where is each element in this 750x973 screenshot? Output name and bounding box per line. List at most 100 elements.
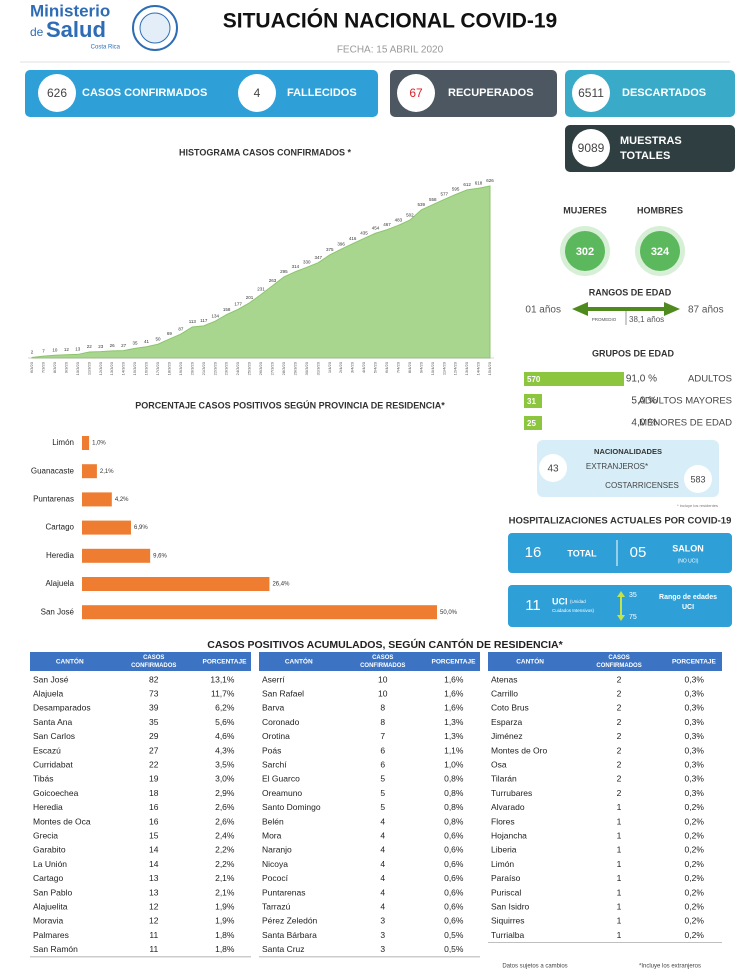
salon-value: 05 bbox=[630, 544, 647, 561]
cell-count: 3 bbox=[380, 916, 385, 926]
x-tick-label: 18/3/20 bbox=[166, 361, 171, 375]
x-tick-label: 7/3/20 bbox=[41, 361, 46, 373]
x-tick-label: 11/3/20 bbox=[86, 361, 91, 375]
data-label: 12 bbox=[64, 347, 70, 352]
cell-canton: Hojancha bbox=[491, 830, 527, 840]
bar bbox=[82, 548, 151, 563]
table-header bbox=[259, 652, 480, 671]
deaths-value: 4 bbox=[254, 86, 261, 100]
cell-percent: 0,3% bbox=[685, 688, 705, 698]
cell-canton: Grecia bbox=[33, 830, 58, 840]
column-header: CONFIRMADOS bbox=[360, 663, 405, 669]
cell-count: 2 bbox=[617, 759, 622, 769]
x-tick-label: 5/4/20 bbox=[373, 361, 378, 373]
cell-percent: 0,2% bbox=[685, 816, 705, 826]
x-tick-label: 8/4/20 bbox=[407, 361, 412, 373]
total-label: TOTAL bbox=[567, 548, 597, 558]
table-header bbox=[488, 652, 722, 671]
age-percent: 4,0 % bbox=[631, 418, 657, 429]
cell-canton: Naranjo bbox=[262, 845, 292, 855]
cell-canton: Liberia bbox=[491, 845, 517, 855]
discarded-value: 6511 bbox=[578, 86, 604, 100]
data-label: 23 bbox=[98, 344, 104, 349]
cell-canton: Tilarán bbox=[491, 774, 517, 784]
cell-count: 4 bbox=[380, 873, 385, 883]
national-value: 583 bbox=[690, 474, 705, 484]
cell-canton: Limón bbox=[491, 859, 514, 869]
cell-canton: Tibás bbox=[33, 774, 53, 784]
country: Costa Rica bbox=[91, 45, 121, 51]
cell-canton: Jiménez bbox=[491, 731, 523, 741]
cell-canton: Santa Bárbara bbox=[262, 930, 317, 940]
cell-count: 2 bbox=[617, 674, 622, 684]
cell-percent: 2,1% bbox=[215, 887, 235, 897]
cell-count: 4 bbox=[380, 816, 385, 826]
cell-count: 16 bbox=[149, 816, 159, 826]
cell-percent: 11,7% bbox=[211, 688, 235, 698]
y-tick-label: Alajuela bbox=[46, 579, 75, 588]
age-arrow bbox=[572, 302, 680, 316]
age-count: 31 bbox=[527, 397, 536, 406]
bar bbox=[82, 520, 131, 535]
cell-percent: 0,3% bbox=[685, 788, 705, 798]
cell-count: 4 bbox=[380, 901, 385, 911]
cell-count: 6 bbox=[380, 745, 385, 755]
data-label: 558 bbox=[429, 197, 437, 202]
cell-count: 14 bbox=[149, 845, 159, 855]
cell-canton: Desamparados bbox=[33, 703, 91, 713]
cell-percent: 1,6% bbox=[444, 674, 464, 684]
cell-canton: San Isidro bbox=[491, 901, 530, 911]
age-average-label: PROMEDIO bbox=[592, 317, 617, 322]
men-circle bbox=[640, 231, 680, 271]
cell-count: 6 bbox=[380, 759, 385, 769]
cell-canton: Belén bbox=[262, 816, 284, 826]
confirmed-label: CASOS CONFIRMADOS bbox=[82, 87, 207, 99]
bar bbox=[82, 436, 90, 450]
data-label: 396 bbox=[337, 241, 345, 246]
women-label: MUJERES bbox=[563, 205, 607, 215]
data-label: 26,4% bbox=[272, 582, 290, 588]
foreign-circle bbox=[539, 454, 567, 482]
data-label: 69 bbox=[167, 331, 173, 336]
data-label: 416 bbox=[349, 236, 357, 241]
cell-canton: Orotina bbox=[262, 731, 290, 741]
cell-percent: 1,9% bbox=[215, 916, 235, 926]
cell-percent: 2,6% bbox=[215, 802, 235, 812]
x-tick-label: 17/3/20 bbox=[155, 361, 160, 375]
column-header: CASOS bbox=[608, 655, 629, 661]
cell-count: 3 bbox=[380, 930, 385, 940]
cell-canton: Curridabat bbox=[33, 759, 73, 769]
cell-count: 10 bbox=[378, 674, 388, 684]
cell-percent: 0,8% bbox=[444, 816, 464, 826]
cell-percent: 1,8% bbox=[215, 944, 235, 954]
x-tick-label: 10/4/20 bbox=[430, 361, 435, 375]
foreign-value: 43 bbox=[547, 464, 559, 475]
cell-percent: 4,3% bbox=[215, 745, 235, 755]
uci-arrow bbox=[617, 591, 625, 621]
cell-percent: 2,2% bbox=[215, 845, 235, 855]
salon-sublabel: (NO UCI) bbox=[678, 558, 699, 564]
cell-canton: Alajuelita bbox=[33, 901, 68, 911]
cell-canton: Escazú bbox=[33, 745, 61, 755]
deaths-circle bbox=[238, 74, 276, 112]
cell-canton: San Carlos bbox=[33, 731, 75, 741]
data-label: 13 bbox=[75, 347, 81, 352]
cell-count: 16 bbox=[149, 802, 159, 812]
cell-percent: 3,5% bbox=[215, 759, 235, 769]
hospital-title: HOSPITALIZACIONES ACTUALES POR COVID-19 bbox=[509, 516, 732, 527]
cell-percent: 0,6% bbox=[444, 887, 464, 897]
cell-count: 11 bbox=[149, 930, 158, 940]
x-tick-label: 31/3/20 bbox=[315, 361, 320, 375]
data-label: 502 bbox=[406, 212, 414, 217]
cell-canton: La Unión bbox=[33, 859, 67, 869]
cell-canton: Santo Domingo bbox=[262, 802, 321, 812]
x-tick-label: 7/4/20 bbox=[395, 361, 400, 373]
data-label: 134 bbox=[211, 313, 219, 318]
cell-canton: Turrubares bbox=[491, 788, 532, 798]
ministry-de: de bbox=[30, 25, 44, 39]
cell-percent: 0,3% bbox=[685, 703, 705, 713]
cell-canton: Santa Ana bbox=[33, 717, 73, 727]
x-tick-label: 4/4/20 bbox=[361, 361, 366, 373]
y-tick-label: Heredia bbox=[46, 551, 75, 560]
cell-percent: 0,8% bbox=[444, 788, 464, 798]
